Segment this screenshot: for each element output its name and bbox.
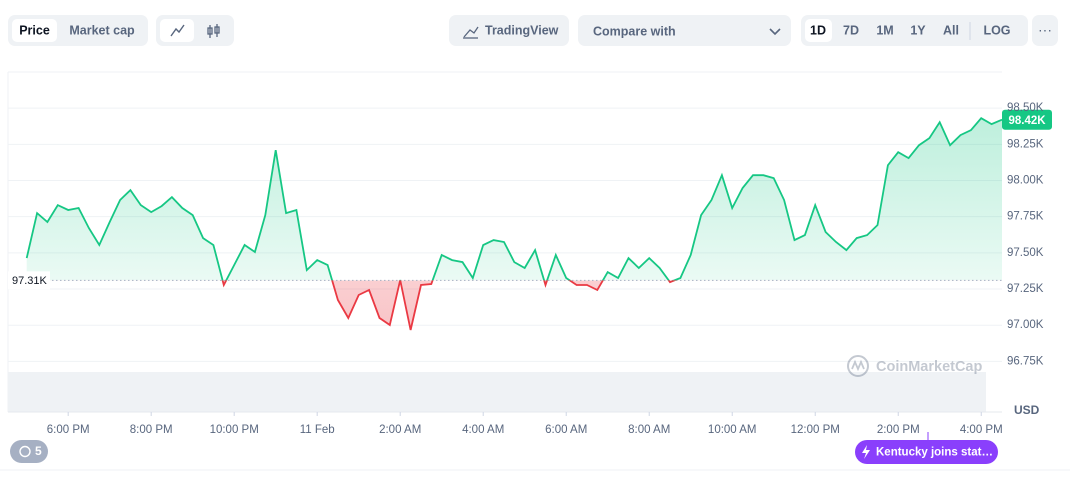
x-tick-label: 10:00 PM [210, 424, 259, 436]
current-badge [1002, 109, 1052, 130]
bolt-icon [862, 445, 870, 459]
compare-select[interactable] [578, 15, 791, 46]
grid [8, 107, 1002, 416]
compare-label: Compare with [593, 24, 676, 38]
range-selected [805, 19, 832, 42]
events-count: 5 [35, 444, 42, 458]
watermark: CoinMarketCap [847, 355, 982, 377]
y-tick-label: 98.25K [1007, 138, 1044, 150]
news-pill[interactable] [855, 440, 998, 464]
history-icon [19, 445, 31, 458]
tab[interactable]: Market cap [69, 23, 135, 37]
chevron [769, 28, 781, 36]
x-tick-label: 11 Feb [300, 424, 335, 436]
range-button[interactable]: 1D [810, 23, 826, 37]
x-tick-label: 6:00 AM [545, 424, 587, 436]
watermark-text: CoinMarketCap [876, 359, 982, 375]
volume-area [8, 372, 986, 412]
x-tick-label: 6:00 PM [47, 424, 90, 436]
x-tick-label: 4:00 PM [960, 424, 1003, 436]
y-tick-label: 97.00K [1007, 319, 1044, 331]
current-label: 98.42K [1008, 115, 1046, 127]
y-tick-label: 96.75K [1007, 355, 1044, 367]
more-dots: ··· [1038, 22, 1052, 38]
baseline-label: 97.31K [12, 275, 48, 287]
news-text: Kentucky joins stat… [876, 447, 993, 459]
range-button[interactable]: All [943, 23, 959, 37]
x-tick-label: 2:00 AM [379, 424, 421, 436]
tab[interactable]: Price [19, 23, 50, 37]
x-tick-label: 2:00 PM [877, 424, 920, 436]
x-tick-label: 4:00 AM [462, 424, 504, 436]
x-tick-label: 8:00 PM [130, 424, 173, 436]
baseline-badge [8, 271, 50, 290]
tab-selected [12, 19, 57, 42]
tradingview-label: TradingView [485, 23, 559, 37]
more-button[interactable] [1032, 15, 1058, 46]
x-tick-label: 8:00 AM [628, 424, 670, 436]
candle-icon[interactable] [207, 24, 220, 38]
tv-icon [463, 26, 479, 38]
x-tick-label: 12:00 PM [791, 424, 840, 436]
log-button[interactable]: LOG [983, 23, 1010, 37]
marks: 97.31K 98.42K [8, 109, 1052, 331]
y-tick-label: 97.25K [1007, 283, 1044, 295]
y-tick-label: 97.75K [1007, 211, 1044, 223]
axis-unit: USD [1014, 403, 1040, 417]
tradingview-button[interactable] [449, 15, 569, 46]
y-tick-label: 98.50K [1007, 102, 1044, 114]
y-tick-label: 97.50K [1007, 247, 1044, 259]
range-button[interactable]: 1Y [910, 23, 926, 37]
y-tick-label: 98.00K [1007, 175, 1044, 187]
x-tick-label: 10:00 AM [708, 424, 757, 436]
area-above [26, 118, 1002, 281]
range-button[interactable]: 7D [843, 23, 859, 37]
range-group [801, 15, 1028, 46]
price-line [25, 117, 1003, 281]
events-pill[interactable] [10, 440, 48, 463]
line-icon [170, 24, 185, 37]
range-button[interactable]: 1M [876, 23, 893, 37]
